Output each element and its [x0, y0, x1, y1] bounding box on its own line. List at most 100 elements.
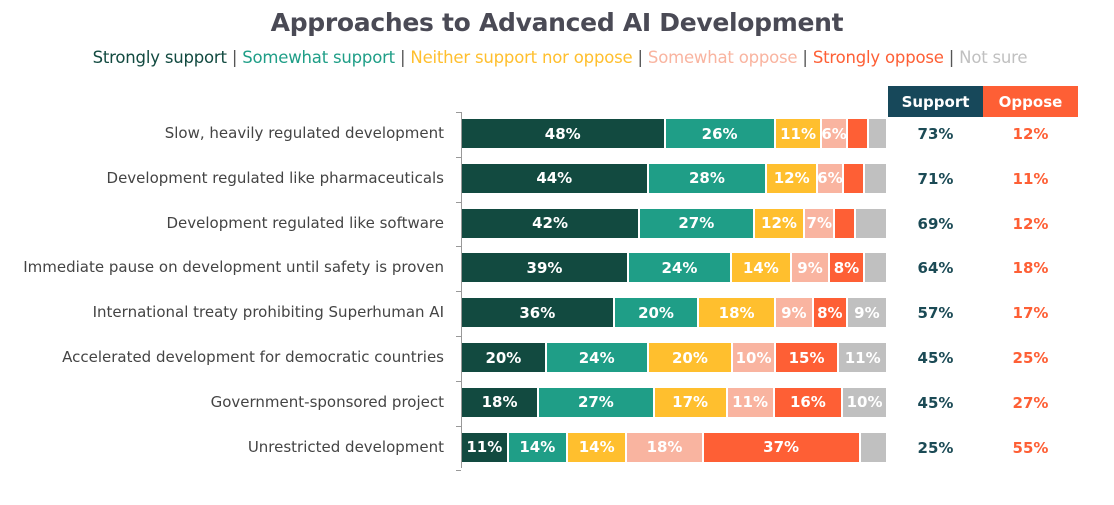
legend-item: Somewhat oppose	[647, 48, 798, 67]
bar-segment: 9%	[791, 253, 831, 283]
bar-segment: 14%	[568, 432, 628, 462]
oppose-total: 55%	[1012, 438, 1049, 457]
legend-separator: |	[394, 48, 411, 67]
bar-segment: 11%	[839, 343, 886, 372]
bar-segment: 36%	[462, 298, 615, 328]
bar-value-label: 12%	[773, 169, 810, 188]
bar-value-label: 44%	[536, 169, 573, 188]
support-total: 45%	[917, 393, 954, 412]
bar-segment: 20%	[614, 298, 700, 328]
legend-item: Strongly support	[92, 48, 227, 67]
category-label: Immediate pause on development until saf…	[23, 258, 444, 277]
bar-value-label: 8%	[833, 258, 860, 277]
bar-value-label: 39%	[526, 258, 563, 277]
legend-item: Not sure	[959, 48, 1028, 67]
bar-value-label: 24%	[578, 348, 615, 367]
oppose-total: 11%	[1012, 169, 1049, 188]
oppose-total: 25%	[1012, 349, 1049, 367]
oppose-total: 18%	[1012, 259, 1049, 278]
y-axis-line	[461, 112, 462, 468]
bar-value-label: 6%	[818, 169, 843, 188]
category-label: Development regulated like pharmaceutica…	[106, 168, 444, 187]
axis-tick	[456, 156, 461, 158]
bar-segment: 11%	[462, 432, 509, 462]
axis-tick	[456, 112, 461, 113]
bar-value-label: 42%	[532, 214, 568, 233]
oppose-header: Oppose	[983, 86, 1078, 117]
bar-segment: 27%	[640, 208, 755, 238]
legend-item: Neither support nor oppose	[410, 48, 633, 67]
bar-segment: 28%	[648, 163, 768, 193]
bar-value-label: 7%	[806, 214, 832, 233]
bar-segment: 8%	[813, 298, 848, 328]
bar-value-label: 27%	[678, 214, 715, 233]
bar-segment: 10%	[733, 343, 776, 372]
bar-value-label: 9%	[854, 303, 880, 322]
bar-value-label: 18%	[646, 438, 683, 457]
legend-separator: |	[632, 48, 648, 67]
legend-separator: |	[943, 48, 960, 67]
support-total: 57%	[917, 304, 954, 323]
bar-value-label: 20%	[485, 348, 522, 367]
bar-value-label: 10%	[846, 393, 883, 412]
axis-tick	[456, 380, 461, 382]
bar-segment: 42%	[462, 208, 641, 238]
bar-segment	[869, 119, 886, 148]
bar-value-label: 15%	[788, 348, 825, 367]
support-total: 71%	[917, 169, 954, 188]
axis-tick	[456, 470, 461, 472]
bar-segment	[847, 119, 870, 148]
legend: Strongly support | Somewhat support | Ne…	[0, 48, 1114, 67]
oppose-total: 27%	[1012, 393, 1049, 412]
bar-value-label: 14%	[578, 438, 615, 457]
bar-segment: 18%	[699, 298, 776, 328]
legend-separator: |	[797, 48, 813, 67]
support-header: Support	[888, 86, 983, 117]
bar-segment: 17%	[654, 387, 728, 417]
bar-value-label: 16%	[789, 393, 826, 412]
bar-segment: 10%	[843, 387, 886, 417]
bar-segment: 37%	[703, 432, 861, 462]
category-label: Slow, heavily regulated development	[164, 124, 444, 142]
bar-value-label: 14%	[519, 438, 556, 457]
bar-value-label: 9%	[781, 303, 807, 322]
bar-segment: 20%	[462, 343, 547, 372]
category-label: Development regulated like software	[166, 213, 445, 232]
bar-segment: 15%	[775, 343, 840, 372]
bar-value-label: 12%	[761, 214, 797, 233]
legend-item: Strongly oppose	[812, 48, 944, 67]
bar-segment: 24%	[546, 343, 649, 372]
legend-item: Somewhat support	[242, 48, 395, 67]
bar-segment: 16%	[774, 387, 844, 417]
bar-value-label: 48%	[544, 124, 581, 143]
bar-segment: 44%	[462, 163, 649, 193]
category-label: International treaty prohibiting Superhu…	[92, 303, 444, 322]
bar-segment: 14%	[731, 253, 792, 283]
bar-segment: 8%	[830, 253, 865, 283]
bar-segment: 6%	[818, 163, 844, 193]
bar-segment	[843, 163, 865, 193]
bar-value-label: 18%	[481, 393, 518, 412]
bar-segment	[835, 208, 857, 238]
bar-segment	[856, 208, 886, 238]
support-total: 25%	[917, 438, 954, 457]
bar-segment: 24%	[629, 253, 732, 283]
oppose-total: 17%	[1012, 304, 1049, 323]
bar-value-label: 17%	[672, 393, 709, 412]
oppose-total: 12%	[1012, 214, 1049, 233]
bar-value-label: 27%	[577, 393, 614, 412]
legend-separator: |	[226, 48, 243, 67]
bar-value-label: 11%	[780, 124, 817, 143]
bar-value-label: 11%	[844, 348, 881, 367]
bar-segment: 20%	[648, 343, 734, 372]
oppose-total: 12%	[1012, 125, 1049, 143]
bar-value-label: 26%	[701, 124, 738, 143]
bar-segment: 27%	[539, 387, 655, 417]
bar-value-label: 9%	[797, 258, 823, 277]
bar-value-label: 6%	[822, 124, 847, 143]
axis-tick	[456, 201, 461, 203]
bar-value-label: 11%	[466, 438, 503, 457]
bar-segment: 18%	[462, 387, 540, 417]
bar-segment: 48%	[462, 119, 666, 148]
bar-value-label: 8%	[817, 303, 843, 322]
